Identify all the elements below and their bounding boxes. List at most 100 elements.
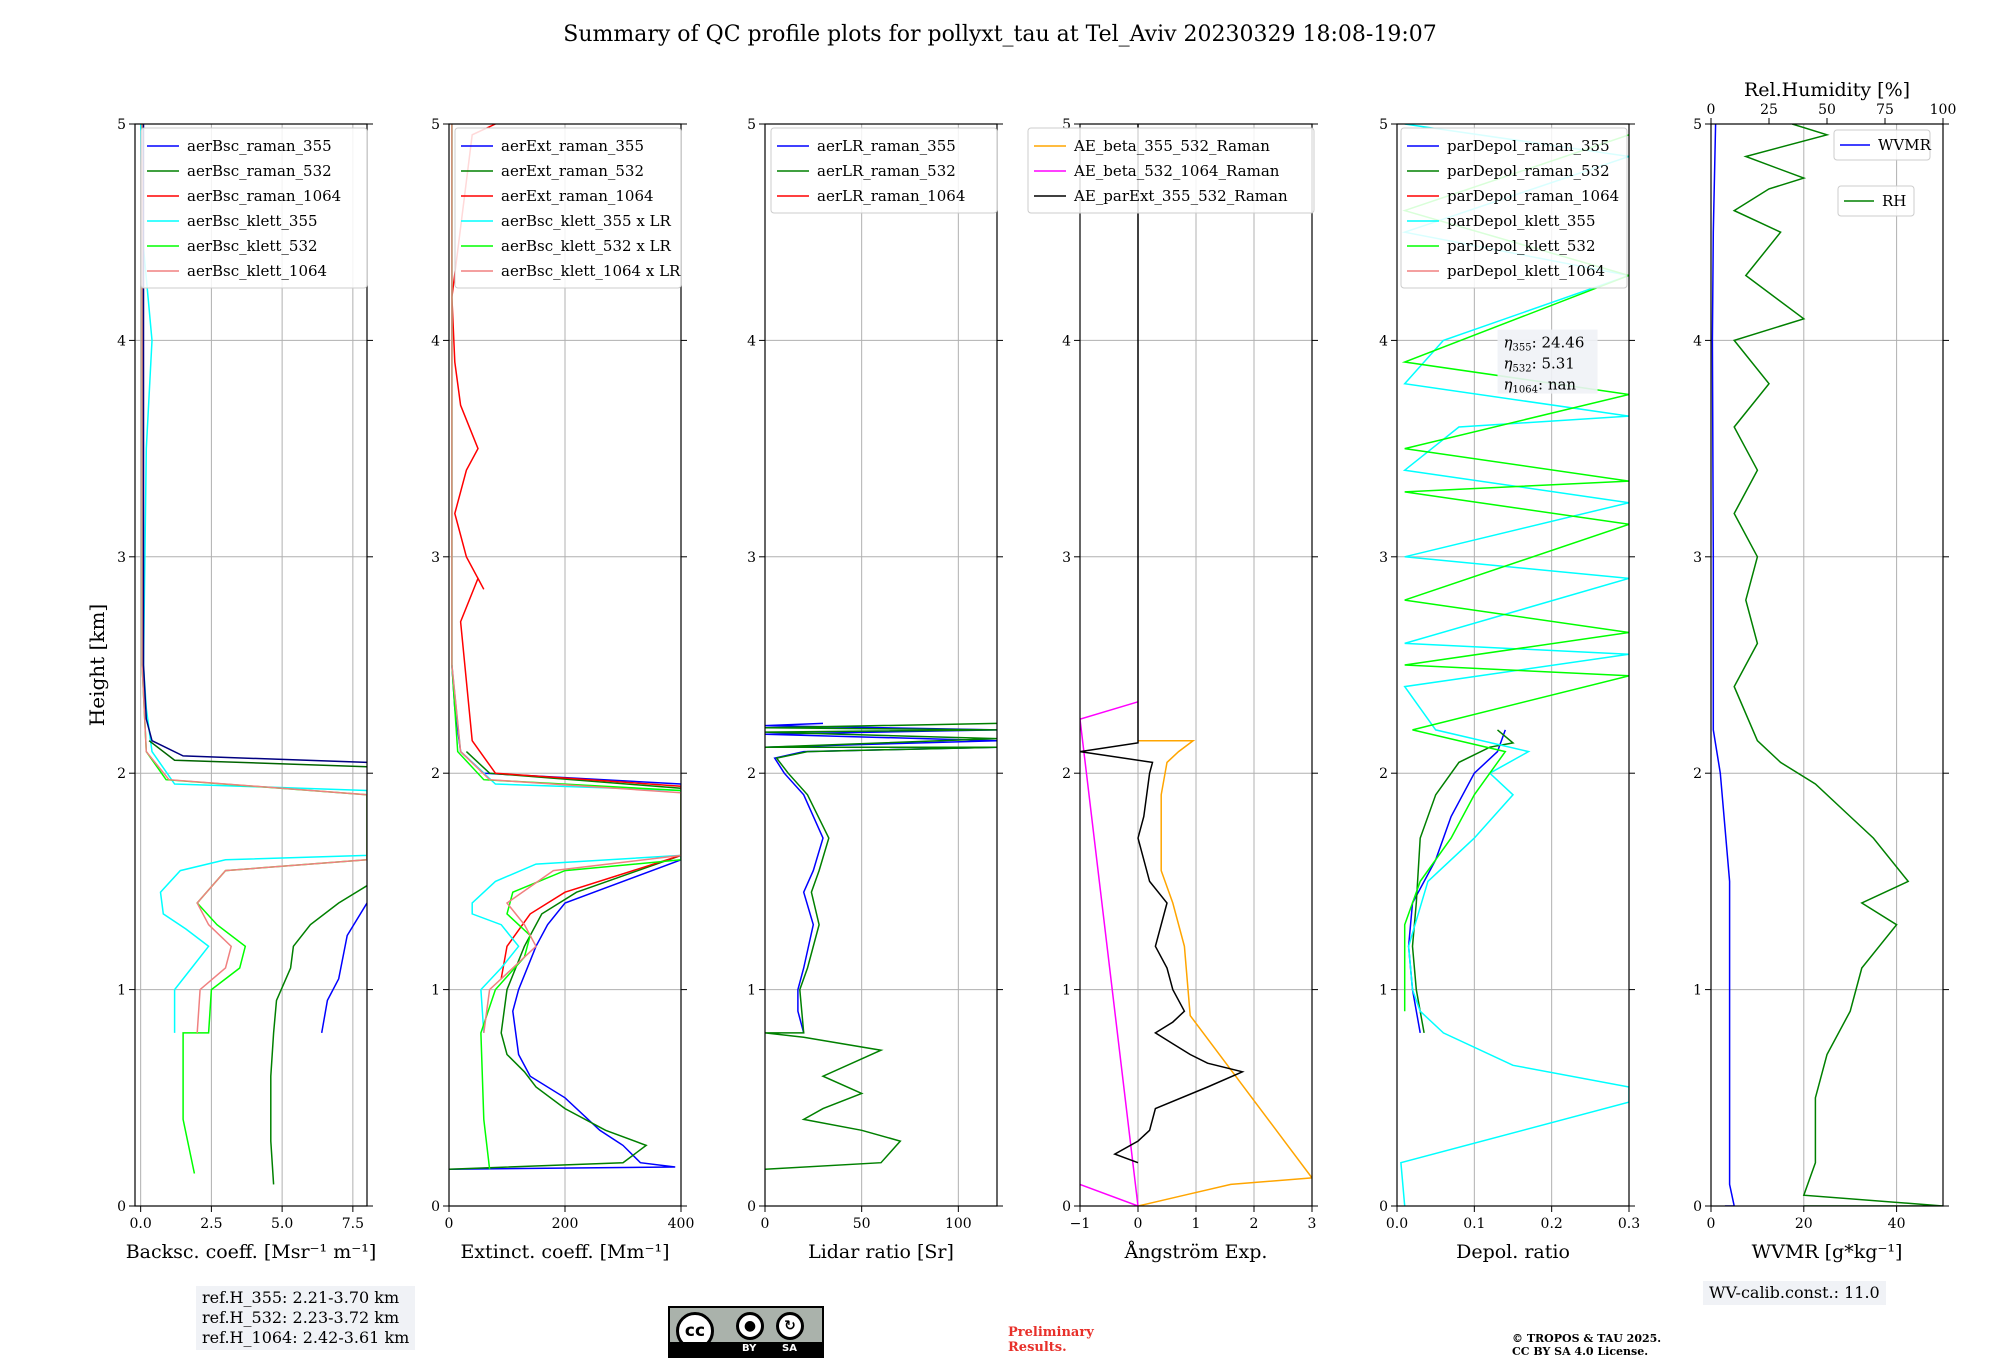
y-tick-label: 0 <box>747 1199 756 1215</box>
series-line-aerExt_raman_532 <box>449 751 681 1170</box>
y-tick-label: 2 <box>1379 766 1388 782</box>
eta-1064-label: η1064: nan <box>1504 376 1577 396</box>
y-tick-label: 5 <box>747 117 756 133</box>
y-tick-label: 3 <box>1062 550 1071 566</box>
legend-label: parDepol_raman_355 <box>1447 137 1610 155</box>
reference-height-box: ref.H_355: 2.21-3.70 km ref.H_532: 2.23-… <box>196 1286 416 1350</box>
x-tick-label: 7.5 <box>342 1216 364 1232</box>
top-x-axis-label: Rel.Humidity [%] <box>1744 79 1910 101</box>
x-tick-label: 0.1 <box>1463 1216 1485 1232</box>
x-axis-label: Depol. ratio <box>1456 1241 1570 1263</box>
y-tick-label: 0 <box>431 1199 440 1215</box>
series-line-aerBsc_klett_1064 <box>141 124 367 1033</box>
series-line-parDepol_klett_532 <box>1401 134 1629 1012</box>
x-axis-label: Backsc. coeff. [Msr⁻¹ m⁻¹] <box>126 1241 377 1263</box>
series-line-aerBsc_klett_532 <box>141 124 367 1174</box>
legend-label: aerBsc_klett_355 x LR <box>501 212 672 230</box>
legend-label: WVMR <box>1878 136 1932 154</box>
wv-calibration-box: WV-calib.const.: 11.0 <box>1703 1281 1886 1305</box>
legend-box <box>1400 127 1628 289</box>
legend-box <box>454 127 682 289</box>
legend-label: aerBsc_raman_355 <box>187 137 332 155</box>
legend-label: parDepol_klett_355 <box>1447 212 1596 230</box>
eta-355-label: η355: 24.46 <box>1504 334 1585 354</box>
y-tick-label: 3 <box>747 550 756 566</box>
preliminary-results-note: Preliminary Results. <box>1008 1325 1094 1355</box>
eta-annotation-box <box>1497 329 1598 394</box>
x-tick-label: 2.5 <box>200 1216 222 1232</box>
y-tick-label: 2 <box>1693 766 1702 782</box>
y-tick-label: 2 <box>747 766 756 782</box>
y-tick-label: 4 <box>431 333 440 349</box>
x-tick-label: 0.3 <box>1618 1216 1640 1232</box>
x-tick-label: 40 <box>1888 1216 1906 1232</box>
legend-label: aerLR_raman_1064 <box>817 187 965 205</box>
cc-license-badge[interactable]: cc ● ↻ BY SA <box>668 1306 824 1358</box>
eta-532-value: 5.31 <box>1541 355 1574 373</box>
series-line-aerBsc_klett_1064 x LR <box>451 124 681 1033</box>
series-line-aerLR_raman_355 <box>765 722 997 1034</box>
x-tick-label: 0 <box>445 1216 454 1232</box>
y-tick-label: 2 <box>431 766 440 782</box>
legend-label: aerBsc_raman_532 <box>187 162 332 180</box>
x-axis-label: Extinct. coeff. [Mm⁻¹] <box>460 1241 669 1263</box>
legend-box <box>770 127 998 214</box>
series-line-aerBsc_raman_355 <box>320 902 367 1034</box>
legend-label: aerLR_raman_532 <box>817 162 956 180</box>
eta-532-label: η532: 5.31 <box>1504 355 1575 375</box>
y-tick-label: 4 <box>1062 333 1071 349</box>
legend-label: aerBsc_klett_1064 <box>187 262 327 280</box>
y-tick-label: 3 <box>1693 550 1702 566</box>
y-tick-label: 5 <box>431 117 440 133</box>
y-tick-label: 0 <box>1379 1199 1388 1215</box>
series-line-AE_parExt_355_532_Raman <box>1080 124 1245 1164</box>
y-tick-label: 2 <box>1062 766 1071 782</box>
x-tick-label: 0 <box>761 1216 770 1232</box>
legend-label: parDepol_klett_1064 <box>1447 262 1605 280</box>
series-group <box>449 124 681 1170</box>
y-tick-label: 2 <box>117 766 126 782</box>
y-tick-label: 4 <box>747 333 756 349</box>
top-x-tick-label: 50 <box>1818 102 1836 118</box>
y-tick-label: 4 <box>1379 333 1388 349</box>
x-tick-label: 0.0 <box>1386 1216 1408 1232</box>
series-group <box>765 722 997 1170</box>
x-tick-label: 400 <box>668 1216 695 1232</box>
series-line-AE_beta_355_532_Raman <box>1137 739 1312 1206</box>
legend-label: AE_parExt_355_532_Raman <box>1073 187 1288 205</box>
series-line-parDepol_klett_355 <box>1400 124 1629 1206</box>
y-tick-label: 1 <box>431 983 440 999</box>
y-tick-label: 1 <box>1062 983 1071 999</box>
series-line-unnamed-6 <box>142 124 367 764</box>
y-tick-label: 0 <box>1693 1199 1702 1215</box>
series-line-WVMR <box>1711 124 1735 1206</box>
series-group <box>1400 124 1629 1206</box>
series-line-parDepol_raman_355 <box>1407 729 1507 1034</box>
y-tick-label: 4 <box>117 333 126 349</box>
axes-frame <box>1710 123 1944 1207</box>
axes-frame <box>1396 123 1630 1207</box>
eta-355-value: 24.46 <box>1541 334 1584 352</box>
x-tick-label: 50 <box>853 1216 871 1232</box>
series-group <box>1080 124 1312 1206</box>
panel-5: 0 1 2 3 4 5 0.0 0.1 0.2 0.3 Depol. ratio parDepol_r… <box>1379 117 1640 1263</box>
axes-frame <box>764 123 998 1207</box>
y-tick-label: 0 <box>117 1199 126 1215</box>
x-tick-label: 0 <box>1134 1216 1143 1232</box>
x-tick-label: 3 <box>1308 1216 1317 1232</box>
y-axis-label: Height [km] <box>85 604 109 726</box>
cc-by-label: BY <box>742 1343 757 1354</box>
legend-box <box>1837 185 1915 217</box>
x-tick-label: 0.0 <box>130 1216 152 1232</box>
panel-2: 0 1 2 3 4 5 0 200 400 Extinct. coeff. [Mm⁻¹] aerEx… <box>431 117 694 1263</box>
x-tick-label: 200 <box>552 1216 579 1232</box>
cc-label-bar <box>670 1342 822 1356</box>
y-tick-label: 5 <box>1379 117 1388 133</box>
person-icon: ● <box>736 1312 764 1340</box>
x-tick-label: 1 <box>1192 1216 1201 1232</box>
axes-frame <box>448 123 682 1207</box>
